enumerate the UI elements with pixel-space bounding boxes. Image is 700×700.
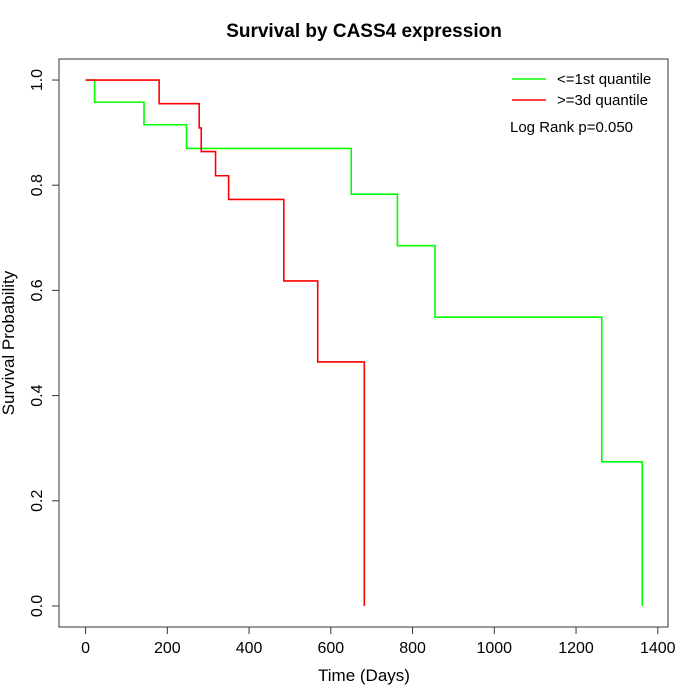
x-tick-label: 1400 (640, 640, 676, 657)
chart-title: Survival by CASS4 expression (226, 21, 502, 42)
legend-label-series-1: <=1st quantile (557, 71, 651, 88)
y-tick-label: 1.0 (29, 69, 46, 91)
x-tick-label: 1000 (476, 640, 512, 657)
x-tick-label: 0 (81, 640, 90, 657)
legend: <=1st quantile >=3d quantile (512, 71, 651, 109)
y-tick-label: 0.6 (29, 279, 46, 301)
plot-frame (58, 58, 669, 628)
y-tick-label: 0.4 (29, 384, 46, 406)
y-tick-label: 0.8 (29, 174, 46, 196)
y-axis-label: Survival Probability (0, 270, 18, 415)
y-tick-label: 0.2 (29, 490, 46, 512)
series-layer (85, 79, 644, 606)
x-tick-label: 200 (154, 640, 181, 657)
y-tick-label: 0.0 (29, 595, 46, 617)
x-axis: 0 200 400 600 800 1000 1200 1400 (81, 626, 676, 657)
series-line-2 (85, 79, 366, 606)
y-axis: 0.0 0.2 0.4 0.6 0.8 1.0 (29, 69, 60, 617)
legend-label-series-2: >=3d quantile (557, 92, 648, 109)
x-tick-label: 400 (236, 640, 263, 657)
x-axis-label: Time (Days) (318, 666, 410, 685)
x-tick-label: 600 (317, 640, 344, 657)
x-tick-label: 800 (399, 640, 426, 657)
series-line-1 (85, 79, 644, 606)
x-tick-label: 1200 (558, 640, 594, 657)
log-rank-annotation: Log Rank p=0.050 (510, 119, 633, 136)
